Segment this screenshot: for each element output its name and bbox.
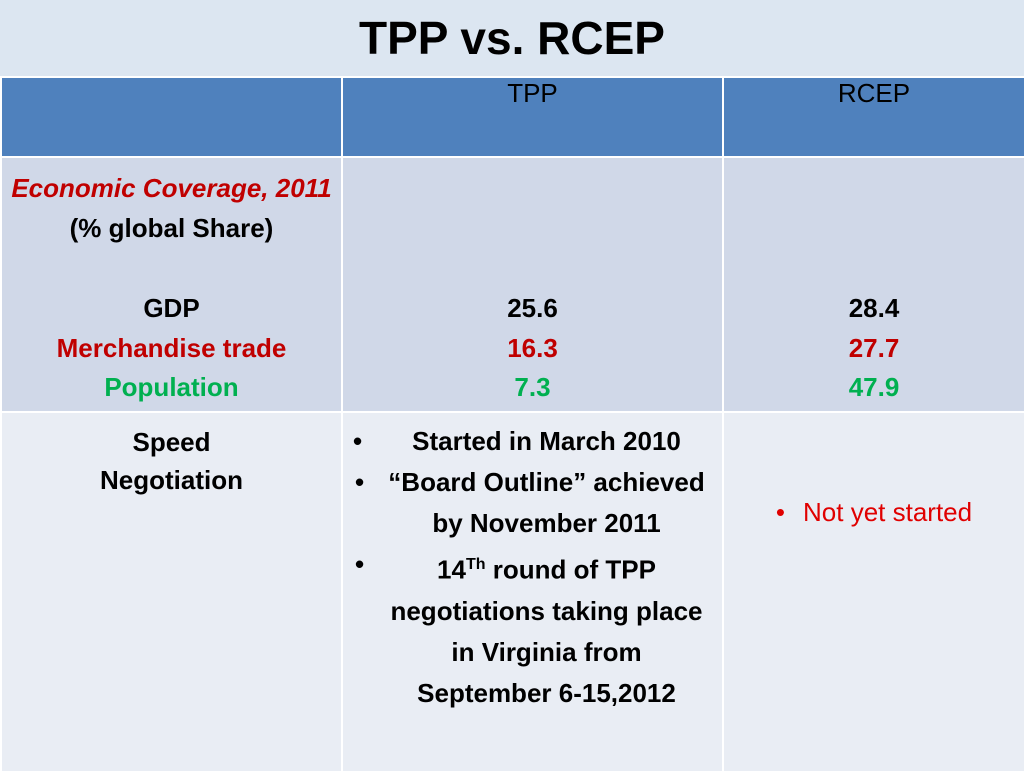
coverage-italic-label: Economic Coverage, 2011 bbox=[11, 173, 332, 203]
list-item: • “Board Outline” achieved by November 20… bbox=[355, 462, 708, 544]
header-row: TPP RCEP bbox=[0, 76, 1024, 158]
bullet-text: Started in March 2010 bbox=[412, 426, 681, 456]
comparison-table: TPP RCEP Economic Coverage, 2011 (% glob… bbox=[0, 76, 1024, 773]
header-tpp-label: TPP bbox=[507, 78, 558, 108]
speed-label-line1: Speed bbox=[132, 427, 211, 457]
bullet-icon: • bbox=[355, 549, 365, 579]
bullet-icon: • bbox=[355, 467, 365, 497]
header-cell-empty bbox=[0, 76, 343, 158]
tpp-merch-value: 16.3 bbox=[507, 333, 558, 363]
population-label: Population bbox=[104, 372, 239, 402]
round-number: 14 bbox=[437, 554, 466, 585]
slide-title: TPP vs. RCEP bbox=[359, 12, 665, 64]
rcep-negotiation-cell: • Not yet started bbox=[722, 411, 1024, 773]
speed-label-cell: Speed Negotiation bbox=[0, 411, 343, 773]
round-suffix: Th bbox=[465, 556, 486, 573]
coverage-heading: Economic Coverage, 2011 (% global Share) bbox=[2, 168, 341, 248]
tpp-coverage-cell: 25.6 16.3 7.3 bbox=[341, 156, 724, 413]
bullet-text: “Board Outline” achieved by November 201… bbox=[388, 467, 705, 538]
tpp-negotiation-list: • Started in March 2010 • “Board Outline” … bbox=[343, 421, 722, 714]
coverage-label-cell: Economic Coverage, 2011 (% global Share)… bbox=[0, 156, 343, 413]
rcep-status-text: Not yet started bbox=[803, 497, 973, 527]
bullet-icon: • bbox=[775, 497, 786, 527]
merch-label: Merchandise trade bbox=[56, 333, 287, 363]
header-cell-tpp: TPP bbox=[341, 76, 724, 158]
gdp-label: GDP bbox=[143, 293, 200, 323]
bullet-icon: • bbox=[353, 426, 363, 456]
speed-label: Speed Negotiation bbox=[2, 423, 341, 499]
speed-negotiation-row: Speed Negotiation • Started in March 2010… bbox=[0, 411, 1024, 773]
rcep-gdp-value: 28.4 bbox=[848, 293, 900, 323]
header-rcep-label: RCEP bbox=[837, 78, 911, 108]
speed-label-line2: Negotiation bbox=[100, 465, 243, 495]
list-item: • 14Th round of TPP negotiations taking p… bbox=[355, 544, 708, 714]
rcep-coverage-cell: 28.4 27.7 47.9 bbox=[722, 156, 1024, 413]
list-item: • Started in March 2010 bbox=[353, 421, 708, 462]
tpp-negotiation-cell: • Started in March 2010 • “Board Outline” … bbox=[341, 411, 724, 773]
rcep-merch-value: 27.7 bbox=[848, 333, 900, 363]
tpp-population-value: 7.3 bbox=[514, 372, 551, 402]
header-cell-rcep: RCEP bbox=[722, 76, 1024, 158]
coverage-share-label: (% global Share) bbox=[69, 213, 274, 243]
rcep-population-value: 47.9 bbox=[848, 372, 900, 402]
bullet-text: round of TPP negotiations taking place i… bbox=[390, 554, 703, 708]
economic-coverage-row: Economic Coverage, 2011 (% global Share)… bbox=[0, 156, 1024, 413]
rcep-status: • Not yet started bbox=[724, 497, 1024, 528]
tpp-gdp-value: 25.6 bbox=[507, 293, 558, 323]
